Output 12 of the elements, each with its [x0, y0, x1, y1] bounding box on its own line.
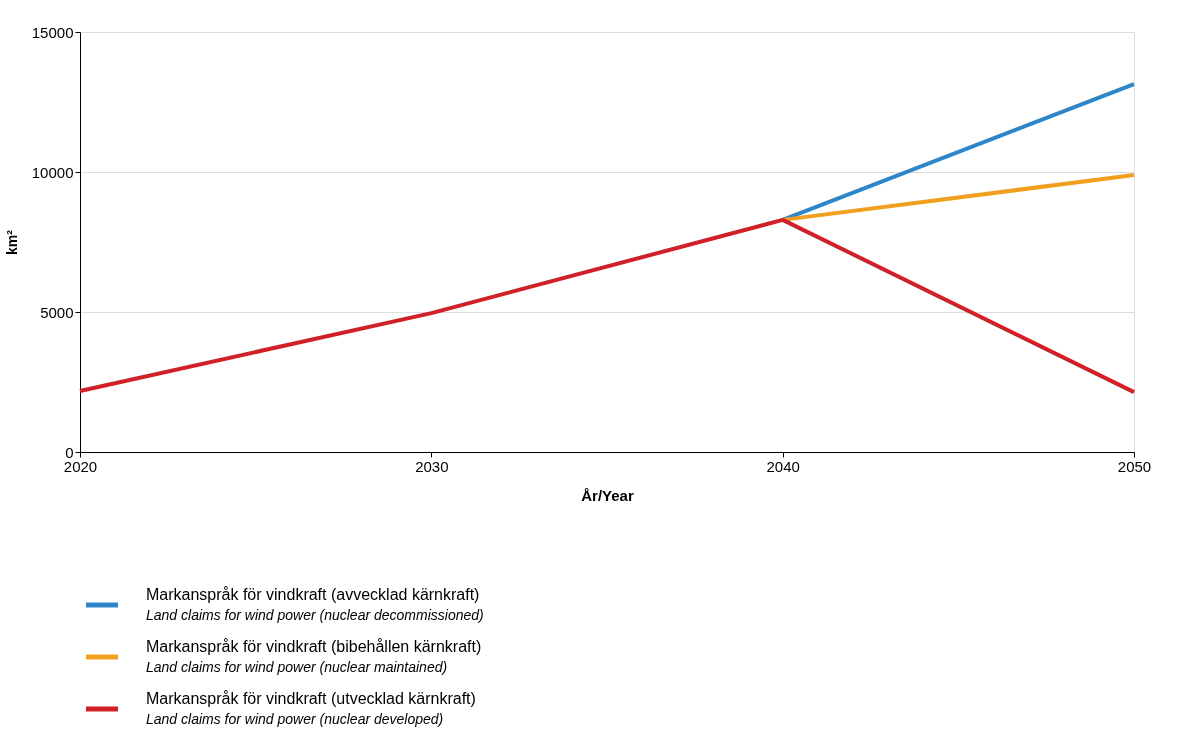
legend-label: Markanspråk för vindkraft (utvecklad kärnkraft) Land claims for wind power (nuclear developed) [146, 690, 476, 727]
x-axis-title: År/Year [581, 486, 634, 504]
line-series [78, 217, 1136, 395]
y-axis-title: km² [3, 229, 20, 255]
legend-label: Markanspråk för vindkraft (bibehållen kärnkraft) Land claims for wind power (nuclear maintained) [146, 638, 482, 675]
x-tick-label: 2050 [1117, 457, 1152, 475]
x-tick-label: 2030 [415, 457, 449, 475]
y-tick-label: 15000 [31, 23, 74, 41]
y-tick-label: 5000 [40, 303, 74, 321]
legend-label: Markanspråk för vindkraft (avvecklad kärnkraft) Land claims for wind power (nuclear decommissioned) [146, 586, 484, 623]
y-tick-label: 10000 [31, 163, 74, 181]
x-tick-label: 2040 [766, 457, 800, 475]
